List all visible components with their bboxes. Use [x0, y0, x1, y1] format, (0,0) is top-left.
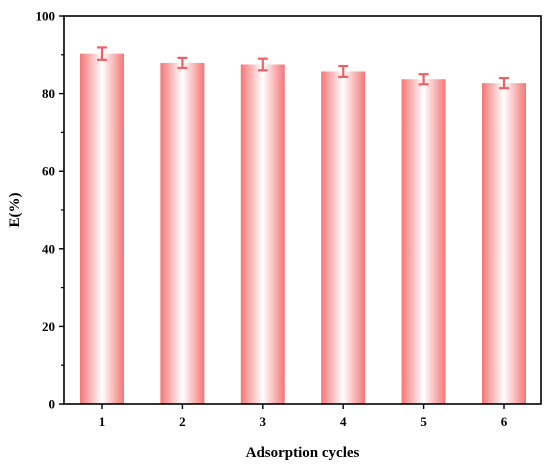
bar-2: [160, 62, 205, 404]
x-tick-label: 3: [260, 414, 267, 429]
x-tick-label: 5: [420, 414, 427, 429]
error-bars-layer: [97, 46, 509, 90]
x-axis: 1 2 3 4 5 6: [99, 404, 508, 429]
error-bar-3: [257, 57, 268, 72]
y-tick-label: 100: [36, 9, 56, 24]
y-tick-label: 40: [42, 241, 55, 256]
y-axis: 0 20 40 60 80 100: [36, 9, 64, 412]
y-tick-label: 60: [42, 164, 55, 179]
plot-frame: [63, 15, 542, 405]
y-tick-label: 20: [42, 319, 55, 334]
y-axis-title: E(%): [7, 193, 23, 228]
error-bar-2: [177, 56, 188, 70]
bar-3: [240, 64, 285, 404]
bar-6: [482, 83, 526, 405]
error-bar-5: [418, 73, 429, 86]
x-tick-label: 2: [179, 414, 186, 429]
y-tick-label: 0: [49, 397, 56, 412]
bar-4: [321, 71, 366, 404]
x-tick-label: 1: [99, 414, 106, 429]
error-bar-4: [338, 64, 349, 79]
y-tick-label: 80: [42, 86, 55, 101]
x-axis-title: Adsorption cycles: [246, 445, 360, 461]
error-bar-6: [499, 76, 509, 90]
bar-5: [401, 79, 446, 404]
x-tick-label: 6: [501, 414, 508, 429]
bar-1: [80, 53, 124, 405]
bars-layer: [80, 53, 526, 405]
x-tick-label: 4: [340, 414, 347, 429]
error-bar-1: [97, 46, 107, 61]
